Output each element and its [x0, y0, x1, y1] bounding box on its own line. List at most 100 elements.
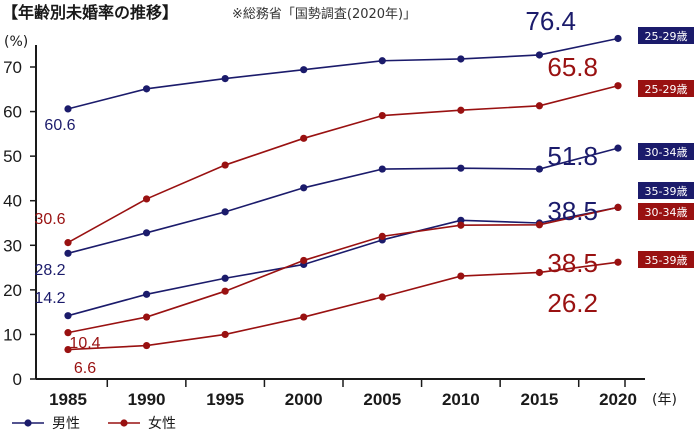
series-m3034 — [64, 144, 622, 257]
end-value-label: 65.8 — [547, 52, 598, 82]
series-layer — [64, 34, 622, 354]
end-value-label: 38.5 — [547, 196, 598, 226]
series-line-f2529 — [67, 84, 619, 244]
data-point — [221, 161, 229, 169]
legend-marker — [120, 419, 128, 427]
data-point — [300, 256, 308, 265]
series-tag-box — [638, 80, 694, 97]
data-labels: 60.6 76.4 25-29歳 30.6 65.8 25-29歳 28.2 51.8 30-3… — [34, 6, 694, 377]
y-tick-label: 10 — [3, 325, 22, 344]
data-point — [221, 274, 229, 282]
series-tag-label: 35-39歳 — [645, 254, 688, 267]
data-point — [221, 287, 229, 295]
data-point — [378, 293, 386, 301]
x-tick-label: 2000 — [285, 390, 323, 409]
series-line-m2529 — [67, 37, 619, 110]
chart-source: ※総務省「国勢調査(2020年)」 — [232, 7, 416, 22]
data-point — [64, 249, 72, 257]
data-point — [64, 105, 72, 113]
end-value-label: 76.4 — [525, 6, 576, 36]
data-point — [64, 312, 72, 320]
series-tag-box — [638, 251, 694, 268]
start-value-label: 60.6 — [44, 117, 75, 134]
series-line-m3539 — [67, 206, 619, 317]
series-line-f3539 — [67, 261, 619, 351]
axes: 0 10 20 30 40 50 60 70 1985 1990 1995 2000 2005 2010 2… — [3, 45, 677, 409]
data-point — [64, 329, 72, 337]
data-point — [378, 57, 386, 65]
x-unit-label: (年) — [652, 392, 677, 408]
series-m2529 — [64, 34, 622, 113]
y-tick-label: 60 — [3, 103, 22, 122]
data-point — [457, 164, 465, 172]
series-f3539 — [64, 258, 622, 354]
y-unit-label: (%) — [4, 34, 28, 50]
series-tag-label: 25-29歳 — [645, 83, 688, 96]
data-point — [614, 144, 622, 152]
data-point — [614, 258, 622, 266]
end-value-label: 51.8 — [547, 141, 598, 171]
x-tick-label: 2015 — [521, 390, 559, 409]
data-point — [457, 272, 465, 280]
data-point — [300, 184, 308, 192]
series-tag-label: 25-29歳 — [645, 30, 688, 43]
data-point — [300, 134, 308, 142]
series-tag-box — [638, 143, 694, 160]
legend: 男性 女性 — [12, 415, 176, 432]
y-tick-label: 50 — [3, 147, 22, 166]
x-tick-label: 2020 — [599, 390, 637, 409]
data-point — [378, 232, 386, 240]
data-point — [300, 313, 308, 321]
data-point — [142, 290, 151, 298]
data-point — [457, 106, 465, 114]
data-point — [64, 345, 72, 354]
start-value-label: 10.4 — [69, 335, 100, 352]
series-tag-label: 35-39歳 — [645, 185, 688, 198]
data-point — [221, 74, 229, 83]
data-point — [378, 111, 386, 120]
end-value-label: 26.2 — [547, 288, 598, 318]
data-point — [457, 55, 465, 63]
data-point — [142, 313, 151, 321]
series-tag-box — [638, 203, 694, 220]
series-f3034 — [64, 203, 622, 337]
series-tag-box — [638, 182, 694, 199]
data-point — [378, 165, 386, 173]
y-tick-label: 0 — [13, 370, 22, 389]
data-point — [614, 82, 622, 90]
x-tick-label: 1995 — [206, 390, 244, 409]
legend-label: 女性 — [148, 415, 176, 432]
y-tick-label: 30 — [3, 236, 22, 255]
x-tick-label: 1990 — [128, 390, 166, 409]
start-value-label: 6.6 — [74, 360, 96, 377]
data-point — [64, 239, 72, 247]
data-point — [614, 34, 622, 43]
data-point — [535, 102, 544, 110]
legend-marker — [24, 419, 32, 427]
y-tick-label: 40 — [3, 192, 22, 211]
data-point — [535, 165, 544, 173]
series-line-m3034 — [67, 147, 619, 255]
series-tag-label: 30-34歳 — [645, 206, 688, 219]
legend-label: 男性 — [52, 416, 80, 432]
data-point — [142, 85, 151, 93]
data-point — [535, 268, 544, 277]
start-value-label: 30.6 — [34, 211, 65, 228]
data-point — [457, 221, 465, 229]
x-tick-label: 1985 — [49, 390, 87, 409]
series-tag-box — [638, 27, 694, 44]
start-value-label: 28.2 — [34, 262, 65, 279]
y-tick-label: 20 — [3, 281, 22, 300]
data-point — [142, 229, 151, 237]
series-f2529 — [64, 82, 622, 247]
data-point — [221, 208, 229, 216]
y-tick-label: 70 — [3, 58, 22, 77]
chart-title: 【年齢別未婚率の推移】 — [2, 3, 178, 22]
series-line-f3034 — [67, 206, 619, 334]
series-tag-label: 30-34歳 — [645, 146, 688, 159]
series-m3539 — [64, 203, 622, 320]
data-point — [614, 203, 622, 211]
end-value-label: 38.5 — [547, 248, 598, 278]
data-point — [300, 66, 308, 74]
